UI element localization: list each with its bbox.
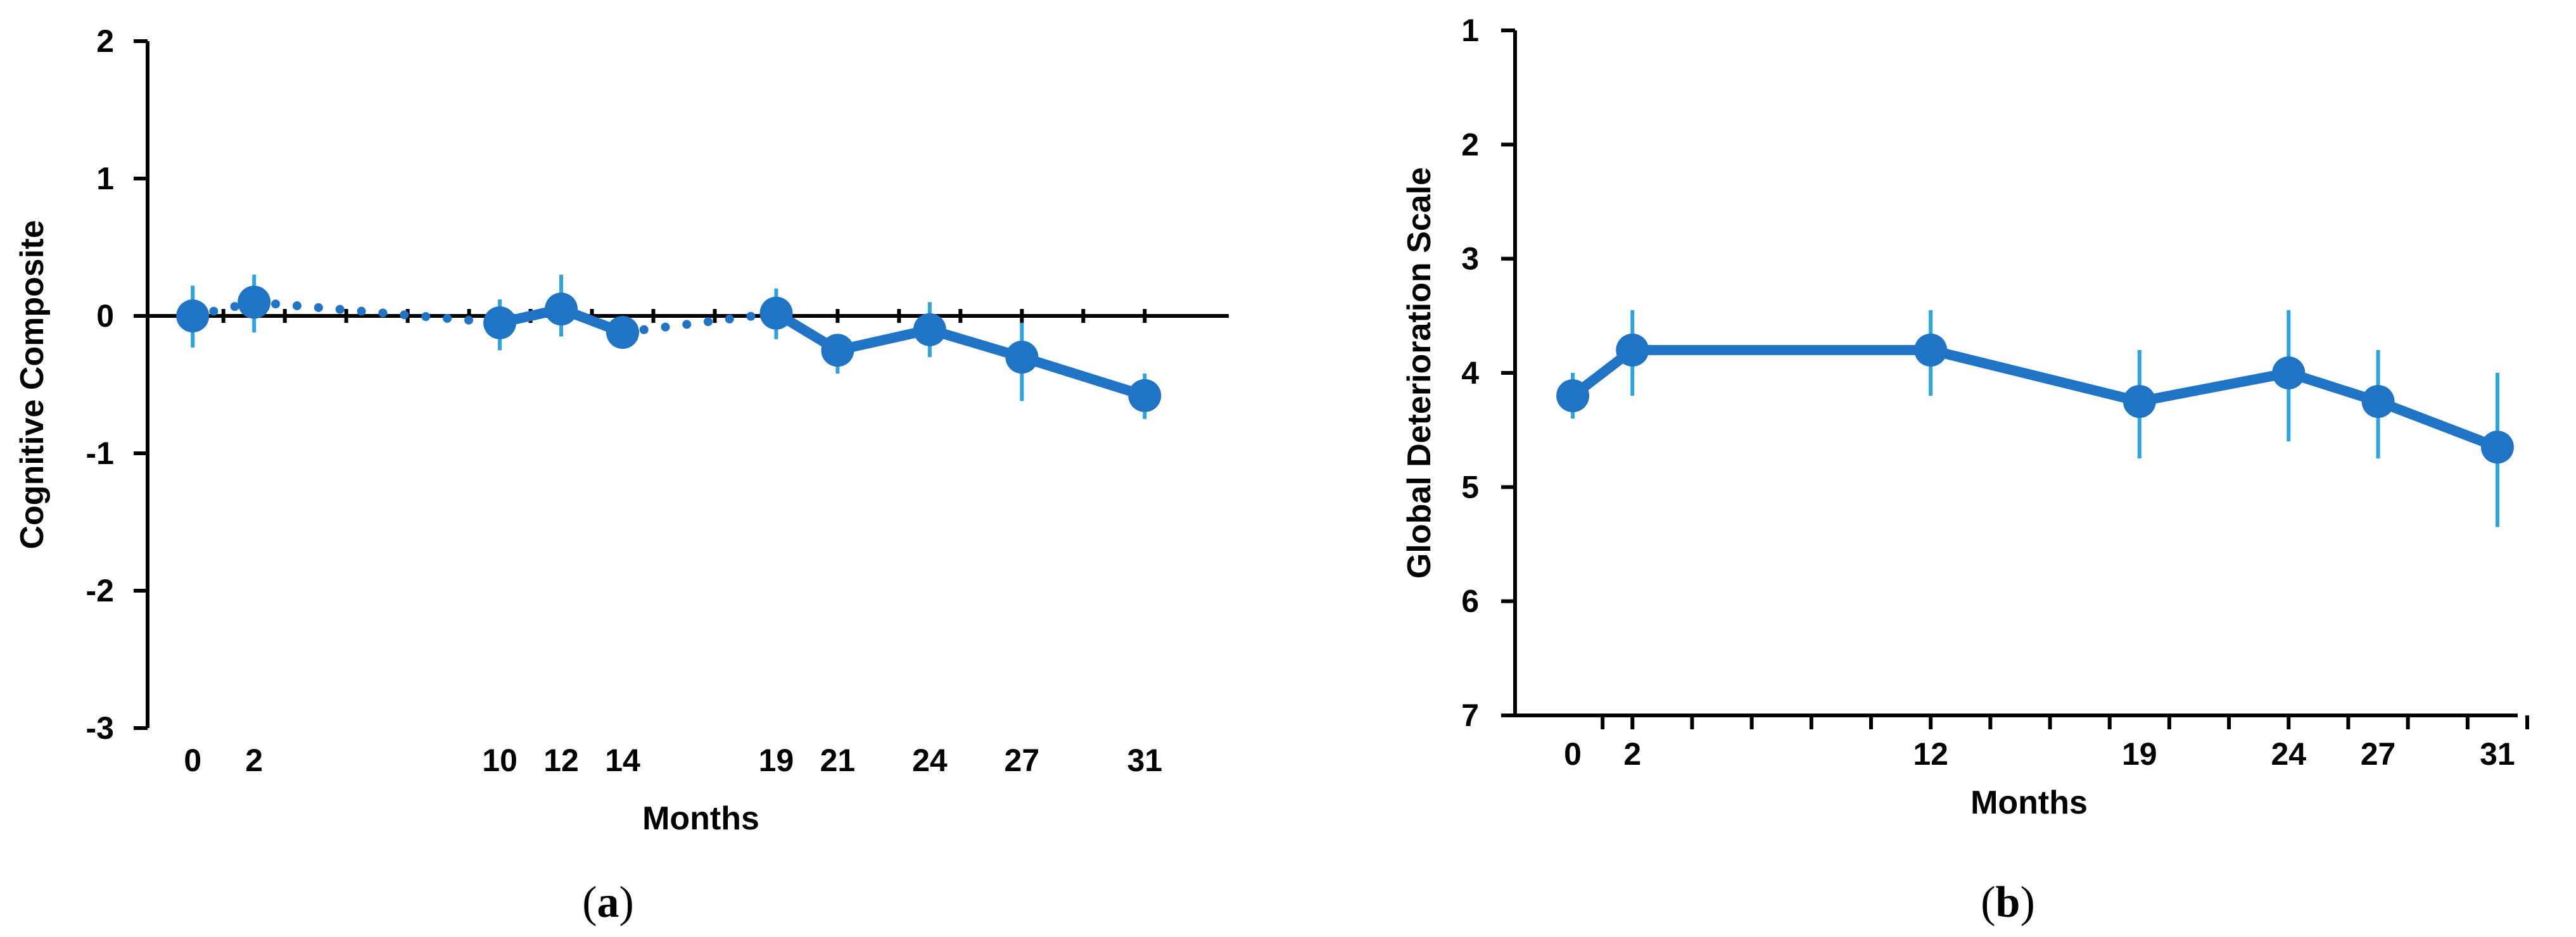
data-point [2272, 356, 2306, 389]
y-tick-label: -3 [86, 710, 114, 746]
series-segment [1017, 352, 1150, 401]
series-segment [2134, 368, 2294, 407]
y-tick-label: 7 [1461, 698, 1479, 733]
data-point [821, 334, 854, 367]
data-point [2122, 385, 2156, 418]
data-point [2480, 431, 2514, 464]
data-point [606, 316, 640, 349]
x-tick-label: 21 [820, 743, 856, 778]
panel-label: (a) [582, 878, 634, 927]
x-tick-label: 2 [245, 743, 263, 778]
y-tick-label: 2 [96, 23, 114, 59]
x-tick-label: 0 [1564, 736, 1582, 772]
series-segment-dotted [618, 308, 781, 337]
data-point [1556, 379, 1590, 413]
data-point [1914, 333, 1948, 367]
x-tick-label: 27 [1005, 743, 1040, 778]
x-tick-label: 0 [184, 743, 201, 778]
y-tick-label: 1 [96, 161, 114, 196]
x-tick-label: 12 [543, 743, 579, 778]
x-tick-label: 24 [2271, 736, 2306, 772]
y-tick-label: 6 [1461, 584, 1479, 619]
x-tick-label: 31 [1127, 743, 1162, 778]
data-point [238, 286, 271, 319]
x-axis-title: Months [642, 800, 759, 837]
panel-label: (b) [1981, 878, 2035, 927]
x-tick-label: 19 [759, 743, 794, 778]
data-point [1616, 333, 1649, 367]
x-tick-label: 27 [2361, 736, 2396, 772]
x-tick-label: 19 [2122, 736, 2157, 772]
x-tick-label: 2 [1623, 736, 1641, 772]
data-point [759, 296, 793, 330]
data-point [483, 306, 517, 339]
x-tick-label: 24 [912, 743, 948, 778]
series-segment [1926, 344, 2145, 407]
series-segment [2373, 396, 2503, 453]
y-tick-label: 5 [1461, 469, 1479, 505]
y-tick-label: -2 [86, 573, 114, 608]
y-tick-label: -1 [86, 436, 114, 471]
data-point [545, 292, 578, 326]
chart-panel-a: 210-1-2-30 2 10 12 14 19 21 24 27 31MonthsCogniti… [14, 23, 1229, 927]
data-point [1128, 379, 1162, 412]
y-tick-label: 4 [1461, 355, 1479, 391]
x-tick-label: 14 [605, 743, 640, 778]
y-tick-label: 1 [1461, 13, 1479, 48]
x-tick-label: 10 [482, 743, 517, 778]
y-tick-label: 3 [1461, 241, 1479, 277]
x-tick-label: 31 [2480, 736, 2515, 772]
data-point [176, 299, 210, 332]
data-point [913, 313, 946, 346]
y-tick-label: 0 [96, 298, 114, 334]
y-axis-title: Cognitive Composite [14, 220, 51, 549]
data-point [1005, 341, 1039, 374]
y-axis-title: Global Deterioration Scale [1401, 167, 1438, 579]
x-axis-title: Months [1970, 784, 2088, 821]
data-point [2361, 385, 2395, 418]
y-tick-label: 2 [1461, 127, 1479, 162]
x-tick-label: 12 [1913, 736, 1948, 772]
series-segment-dotted [250, 298, 505, 327]
